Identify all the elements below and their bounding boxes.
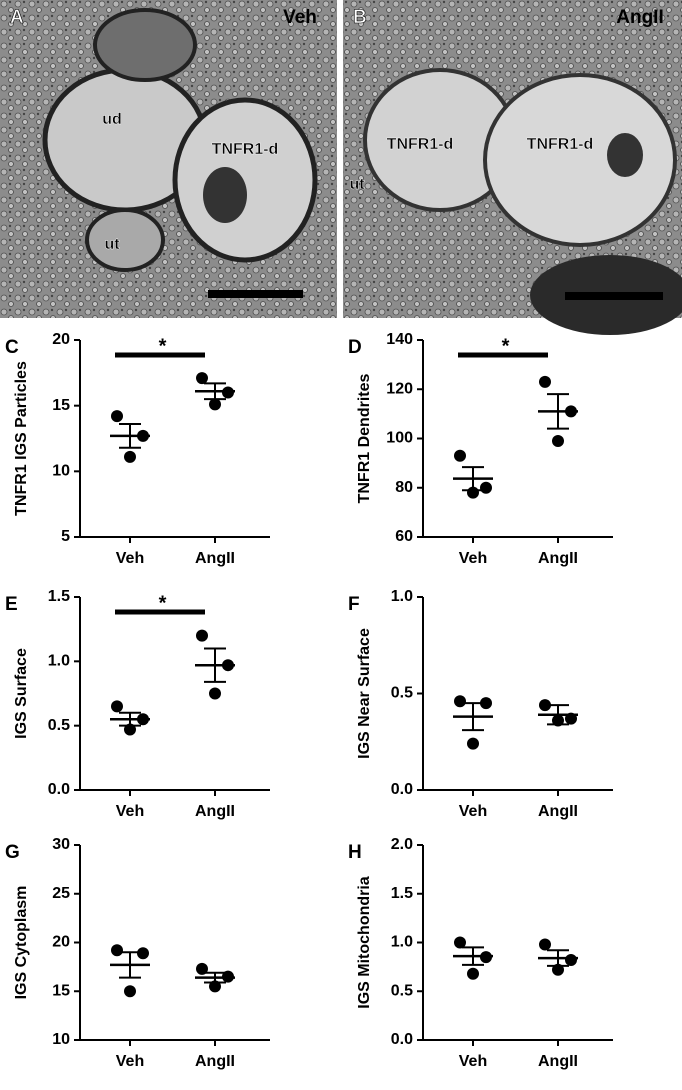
panel-letter: C [5, 337, 19, 358]
panel-letter: D [348, 337, 362, 358]
x-tick-label: AngII [195, 803, 235, 820]
micrograph-b [343, 0, 682, 335]
data-point [124, 985, 136, 998]
y-tick-label: 1.5 [48, 588, 70, 605]
data-point [222, 386, 234, 399]
x-tick-label: Veh [459, 550, 487, 567]
y-tick-label: 30 [52, 836, 70, 853]
x-tick-label: Veh [459, 803, 487, 820]
x-tick-label: Veh [459, 1053, 487, 1070]
structure-label: ud [102, 111, 122, 128]
y-tick-label: 10 [52, 1031, 70, 1048]
y-axis-label: IGS Mitochondria [356, 876, 373, 1009]
data-point [480, 697, 492, 710]
y-axis-label: TNFR1 IGS Particles [13, 361, 30, 516]
data-point [196, 372, 208, 385]
panel-letter: B [353, 7, 367, 28]
data-point [539, 375, 551, 388]
data-point [209, 687, 221, 700]
y-tick-label: 0.0 [391, 1031, 413, 1048]
data-point [209, 398, 221, 411]
panel-letter: H [348, 842, 362, 863]
y-tick-label: 0.5 [391, 685, 413, 702]
y-tick-label: 5 [61, 528, 70, 545]
significance-label: * [159, 592, 167, 614]
x-tick-label: Veh [116, 803, 144, 820]
x-tick-label: AngII [538, 550, 578, 567]
y-axis-label: TNFR1 Dendrites [356, 374, 373, 504]
y-tick-label: 1.0 [391, 588, 413, 605]
data-point [454, 936, 466, 949]
y-tick-label: 0.5 [48, 717, 70, 734]
data-point [552, 434, 564, 447]
y-tick-label: 20 [52, 934, 70, 951]
data-point [111, 944, 123, 957]
data-point [539, 938, 551, 951]
x-tick-label: AngII [195, 550, 235, 567]
x-tick-label: AngII [538, 1053, 578, 1070]
significance-label: * [159, 335, 167, 357]
data-point [565, 954, 577, 967]
y-tick-label: 25 [52, 885, 70, 902]
data-point [480, 481, 492, 494]
y-tick-label: 140 [386, 331, 413, 348]
data-point [111, 410, 123, 423]
data-point [196, 629, 208, 642]
y-tick-label: 20 [52, 331, 70, 348]
panel-letter: G [5, 842, 20, 863]
panel-letter: F [348, 594, 360, 615]
significance-label: * [502, 335, 510, 357]
y-tick-label: 15 [52, 982, 70, 999]
structure-label: TNFR1-d [527, 136, 594, 153]
data-point [467, 967, 479, 980]
y-tick-label: 120 [386, 380, 413, 397]
y-axis-label: IGS Cytoplasm [13, 886, 30, 1000]
y-tick-label: 15 [52, 397, 70, 414]
y-tick-label: 0.5 [391, 982, 413, 999]
y-tick-label: 10 [52, 463, 70, 480]
data-point [111, 700, 123, 713]
y-tick-label: 1.0 [391, 934, 413, 951]
structure-label: TNFR1-d [212, 141, 279, 158]
data-point [124, 450, 136, 463]
y-tick-label: 1.5 [391, 885, 413, 902]
data-point [467, 737, 479, 750]
x-tick-label: AngII [538, 803, 578, 820]
structure-label: TNFR1-d [387, 136, 454, 153]
structure-label: ut [349, 176, 365, 193]
data-point [454, 695, 466, 708]
y-tick-label: 80 [395, 479, 413, 496]
panel-letter: A [10, 7, 24, 28]
y-tick-label: 1.0 [48, 653, 70, 670]
data-point [137, 947, 149, 960]
data-point [539, 699, 551, 712]
y-tick-label: 2.0 [391, 836, 413, 853]
y-tick-label: 0.0 [48, 781, 70, 798]
panel-letter: E [5, 594, 18, 615]
condition-label: AngII [616, 7, 664, 28]
x-tick-label: Veh [116, 550, 144, 567]
y-tick-label: 100 [386, 430, 413, 447]
y-axis-label: IGS Surface [13, 648, 30, 739]
y-axis-label: IGS Near Surface [356, 628, 373, 759]
x-tick-label: AngII [195, 1053, 235, 1070]
y-tick-label: 0.0 [391, 781, 413, 798]
x-tick-label: Veh [116, 1053, 144, 1070]
micrograph-a [0, 0, 337, 318]
y-tick-label: 60 [395, 528, 413, 545]
data-point [454, 449, 466, 462]
structure-label: ut [104, 236, 120, 253]
condition-label: Veh [283, 7, 317, 28]
